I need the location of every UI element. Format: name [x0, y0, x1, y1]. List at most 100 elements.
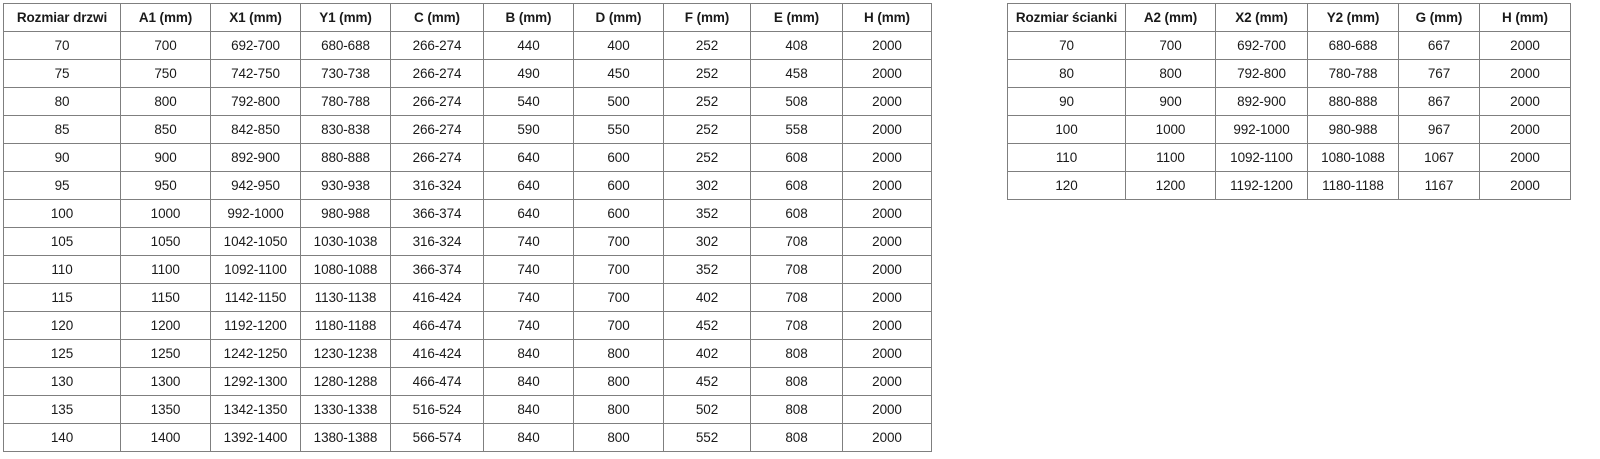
table-cell: 490	[483, 59, 574, 88]
table-cell: 266-274	[390, 143, 484, 172]
table-cell: 402	[663, 283, 751, 312]
table-cell: 2000	[1479, 31, 1571, 60]
table-cell: 402	[663, 339, 751, 368]
table-cell: 1080-1088	[1307, 143, 1399, 172]
table-cell: 640	[483, 199, 574, 228]
table-cell: 2000	[842, 115, 932, 144]
table-cell: 600	[573, 199, 664, 228]
table-cell: 700	[573, 227, 664, 256]
table-cell: 792-800	[210, 87, 301, 116]
table-row: 110 1100 1092-1100 1080-1088 366-374 740 700 35…	[3, 255, 932, 284]
table-cell: 316-324	[390, 171, 484, 200]
table-cell: 1200	[120, 311, 211, 340]
table-row: 105 1050 1042-1050 1030-1038 316-324 740 700 30…	[3, 227, 932, 256]
table-cell: 450	[573, 59, 664, 88]
table-cell: 942-950	[210, 171, 301, 200]
table-cell: 2000	[1479, 59, 1571, 88]
table-cell: 466-474	[390, 311, 484, 340]
table-cell: 1000	[120, 199, 211, 228]
table-cell: 792-800	[1215, 59, 1308, 88]
table-cell: 558	[750, 115, 843, 144]
table-cell: 466-474	[390, 367, 484, 396]
table-row: 100 1000 992-1000 980-988 967 2000	[1007, 115, 1571, 144]
table-cell: 2000	[842, 227, 932, 256]
table-cell: 2000	[842, 171, 932, 200]
table-cell: 980-988	[300, 199, 391, 228]
table-cell: 840	[483, 339, 574, 368]
door-column-header-1: A1 (mm)	[120, 3, 211, 32]
table-cell: 452	[663, 311, 751, 340]
table-cell: 692-700	[1215, 31, 1308, 60]
table-cell: 302	[663, 171, 751, 200]
table-cell: 640	[483, 171, 574, 200]
table-cell: 1280-1288	[300, 367, 391, 396]
table-cell: 700	[573, 255, 664, 284]
table-cell: 608	[750, 171, 843, 200]
table-cell: 867	[1398, 87, 1480, 116]
table-cell: 930-938	[300, 171, 391, 200]
door-size-cell: 105	[3, 227, 121, 256]
table-cell: 1042-1050	[210, 227, 301, 256]
door-size-cell: 90	[3, 143, 121, 172]
table-cell: 1292-1300	[210, 367, 301, 396]
table-cell: 1142-1150	[210, 283, 301, 312]
table-row: 70 700 692-700 680-688 667 2000	[1007, 31, 1571, 60]
door-size-cell: 80	[3, 87, 121, 116]
table-row: 125 1250 1242-1250 1230-1238 416-424 840 800 40…	[3, 339, 932, 368]
table-cell: 840	[483, 423, 574, 452]
table-cell: 840	[483, 367, 574, 396]
table-cell: 780-788	[1307, 59, 1399, 88]
table-cell: 416-424	[390, 339, 484, 368]
door-size-cell: 140	[3, 423, 121, 452]
table-row: 70 700 692-700 680-688 266-274 440 400 252 408 20…	[3, 31, 932, 60]
table-cell: 252	[663, 59, 751, 88]
table-cell: 1092-1100	[1215, 143, 1308, 172]
table-cell: 516-524	[390, 395, 484, 424]
wall-panel-dimensions-table: Rozmiar ścianki A2 (mm) X2 (mm) Y2 (mm) G (m…	[1007, 3, 1571, 200]
wall-size-cell: 80	[1007, 59, 1126, 88]
table-cell: 1080-1088	[300, 255, 391, 284]
table-cell: 366-374	[390, 199, 484, 228]
table-cell: 400	[573, 31, 664, 60]
wall-column-header-4: G (mm)	[1398, 3, 1480, 32]
door-column-header-2: X1 (mm)	[210, 3, 301, 32]
table-cell: 1030-1038	[300, 227, 391, 256]
door-size-cell: 110	[3, 255, 121, 284]
table-cell: 1300	[120, 367, 211, 396]
table-row: 75 750 742-750 730-738 266-274 490 450 252 458 20…	[3, 59, 932, 88]
wall-size-cell: 110	[1007, 143, 1126, 172]
table-cell: 808	[750, 339, 843, 368]
table-cell: 1230-1238	[300, 339, 391, 368]
table-header-row: Rozmiar drzwi A1 (mm) X1 (mm) Y1 (mm) C (mm)…	[3, 3, 932, 32]
table-cell: 552	[663, 423, 751, 452]
table-cell: 252	[663, 143, 751, 172]
table-cell: 2000	[842, 87, 932, 116]
table-cell: 2000	[842, 283, 932, 312]
door-size-cell: 85	[3, 115, 121, 144]
table-cell: 740	[483, 227, 574, 256]
table-cell: 680-688	[1307, 31, 1399, 60]
table-cell: 252	[663, 87, 751, 116]
table-cell: 2000	[842, 423, 932, 452]
table-cell: 740	[483, 311, 574, 340]
table-cell: 1100	[120, 255, 211, 284]
table-cell: 1100	[1125, 143, 1216, 172]
table-row: 130 1300 1292-1300 1280-1288 466-474 840 800 45…	[3, 367, 932, 396]
table-cell: 880-888	[1307, 87, 1399, 116]
table-cell: 1250	[120, 339, 211, 368]
table-cell: 566-574	[390, 423, 484, 452]
wall-column-header-1: A2 (mm)	[1125, 3, 1216, 32]
table-cell: 2000	[1479, 87, 1571, 116]
table-cell: 1200	[1125, 171, 1216, 200]
table-cell: 700	[573, 283, 664, 312]
table-cell: 700	[573, 311, 664, 340]
table-cell: 1050	[120, 227, 211, 256]
table-cell: 458	[750, 59, 843, 88]
door-size-cell: 120	[3, 311, 121, 340]
table-cell: 590	[483, 115, 574, 144]
table-cell: 508	[750, 87, 843, 116]
table-cell: 892-900	[1215, 87, 1308, 116]
table-cell: 316-324	[390, 227, 484, 256]
table-cell: 2000	[842, 339, 932, 368]
table-cell: 352	[663, 255, 751, 284]
